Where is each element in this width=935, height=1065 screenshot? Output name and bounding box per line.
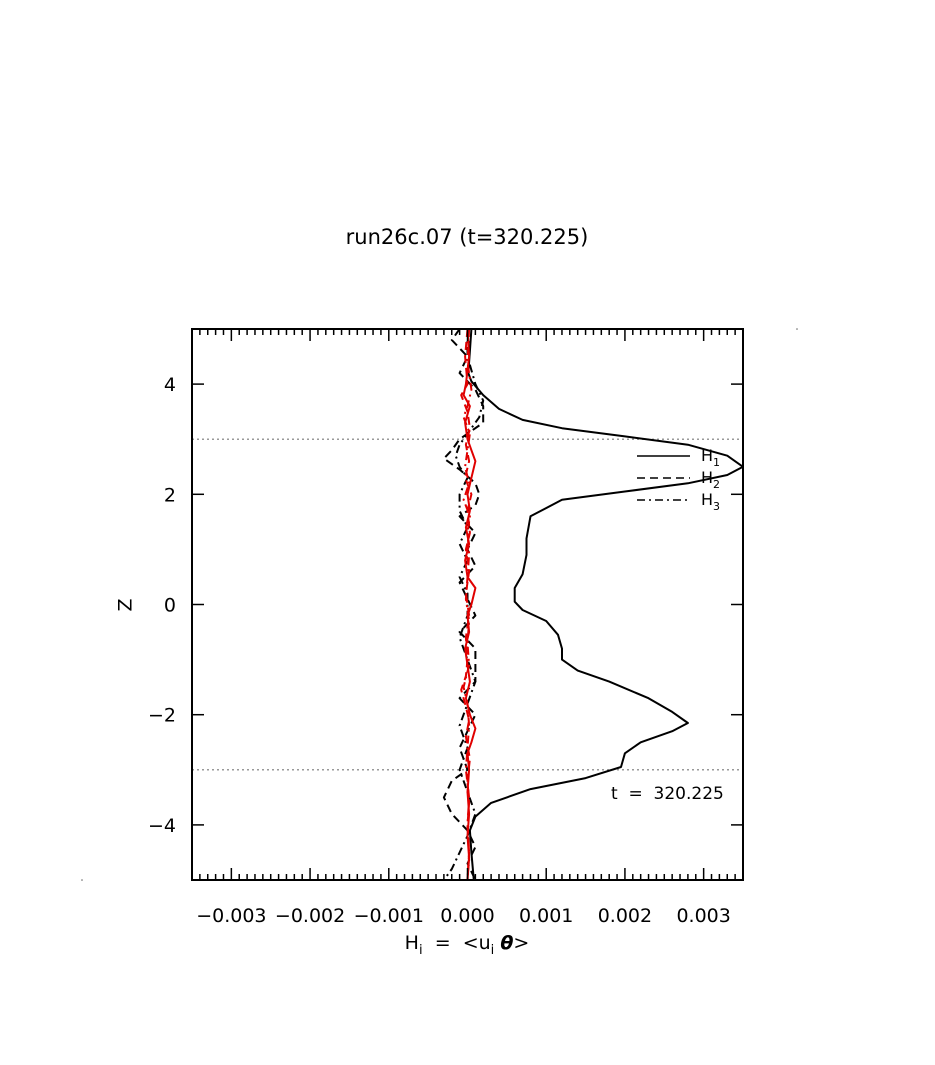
y-tick-label: −4 (148, 815, 176, 837)
y-axis-label: Z (115, 598, 137, 611)
x-label-eq: = (435, 932, 451, 954)
legend-label: H3 (701, 490, 720, 513)
series-line (442, 329, 485, 880)
y-tick-label: 0 (164, 595, 176, 617)
y-tick-label: −2 (148, 705, 176, 727)
y-tick-label: 2 (164, 484, 176, 506)
x-tick-label: −0.001 (354, 905, 424, 927)
x-label-sub: i (419, 943, 423, 958)
x-tick-label: 0.002 (598, 905, 652, 927)
y-tick-labels: −4 −2 0 2 4 (148, 374, 176, 837)
x-tick-label: −0.003 (196, 905, 266, 927)
x-label-base: H (405, 932, 419, 954)
x-tick-labels: −0.003 −0.002 −0.001 0.000 0.001 0.002 0.003 (196, 905, 731, 927)
x-label-expr-open: <u (463, 932, 491, 954)
x-label-expr-sub: i (491, 943, 495, 958)
x-tick-label: −0.002 (275, 905, 345, 927)
series-line (443, 329, 485, 880)
x-tick-label: 0.000 (440, 905, 494, 927)
speck-right (796, 328, 798, 330)
y-tick-label: 4 (164, 374, 176, 396)
series-line (467, 329, 743, 880)
x-tick-label: 0.003 (676, 905, 730, 927)
axis-ticks (191, 329, 744, 880)
x-tick-label: 0.001 (519, 905, 573, 927)
x-axis-label: Hi = <ui θ> (405, 932, 530, 958)
speck-left (81, 879, 83, 881)
x-label-expr-close: > (513, 932, 529, 954)
legend-label: H2 (701, 468, 720, 491)
series-line (460, 329, 473, 880)
series-layer (442, 329, 743, 880)
chart-title: run26c.07 (t=320.225) (346, 225, 589, 249)
x-label-theta: θ (500, 932, 513, 954)
series-line (462, 329, 473, 880)
series-line (462, 329, 477, 880)
legend-label: H1 (701, 446, 720, 469)
time-annotation: t = 320.225 (611, 784, 724, 804)
